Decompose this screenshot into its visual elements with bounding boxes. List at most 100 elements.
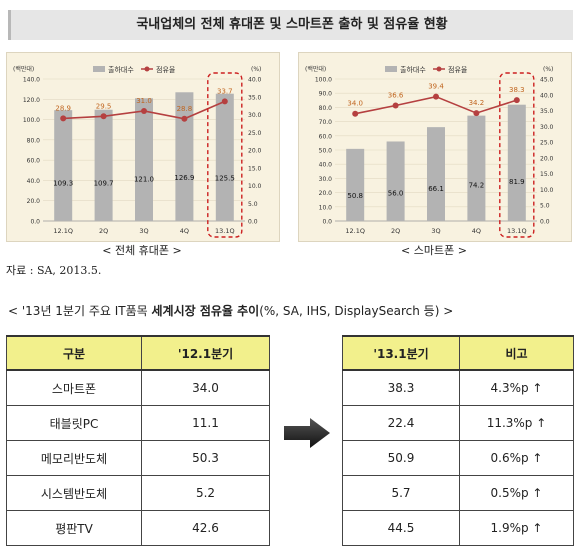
y-tick-label: 60.0: [27, 158, 41, 165]
table-row: 스마트폰 34.0: [6, 369, 270, 406]
bar-value-label: 109.7: [94, 179, 114, 187]
share-point: [221, 98, 228, 105]
share-value-label: 29.5: [96, 102, 112, 110]
share-value-label: 39.4: [428, 83, 444, 91]
x-tick-label: 3Q: [139, 227, 148, 235]
table-row: 5.7 0.5%p ↑: [342, 475, 574, 511]
x-tick-label: 2Q: [391, 227, 400, 235]
legend-bar-label: 출하대수: [108, 65, 134, 74]
share-point: [352, 110, 359, 117]
y-tick-label: 60.0: [319, 133, 333, 140]
bar: [135, 98, 153, 221]
legend-bar-label: 출하대수: [400, 65, 426, 74]
bar: [175, 92, 194, 221]
y-tick-label: 90.0: [319, 91, 333, 98]
share-point: [60, 115, 67, 122]
y2-tick-label: 15.0: [248, 165, 262, 172]
unit-left-label: (백만대): [13, 65, 34, 73]
table-row: 22.4 11.3%p ↑: [342, 405, 574, 441]
chart-total-phones-svg: (백만대) (%) 출하대수 점유율 0.0 20.0 40.0 60.0 80.0 100.0 1…: [13, 65, 262, 238]
y-tick-label: 20.0: [27, 198, 41, 205]
y2-tick-label: 45.0: [540, 77, 554, 84]
y-tick-label: 120.0: [23, 97, 40, 104]
share-value-label: 33.7: [217, 87, 233, 95]
table-row: 태블릿PC 11.1: [6, 405, 270, 441]
bar: [94, 109, 113, 221]
cell-note: 4.3%p ↑: [459, 369, 574, 406]
y2-tick-label: 30.0: [540, 124, 554, 131]
page-title: 국내업체의 전체 휴대폰 및 스마트폰 출하 및 점유율 현황: [8, 10, 573, 40]
unit-right-label: (%): [251, 66, 261, 73]
y-tick-label: 30.0: [319, 176, 333, 183]
y2-tick-label: 30.0: [248, 112, 262, 119]
y-tick-label: 40.0: [319, 162, 333, 169]
cell-2013q1: 50.9: [342, 440, 460, 476]
table-2012q1: 구분 '12.1분기 스마트폰 34.0 태블릿PC 11.1 메모리반도체 50.3 시스…: [6, 335, 270, 546]
y2-tick-label: 5.0: [248, 201, 258, 208]
x-tick-label: 2Q: [99, 227, 108, 235]
chart-smartphones: (백만대) (%) 출하대수 점유율 0.0 10.0 20.0 30.0 40.0 50.0 60…: [298, 52, 572, 242]
cell-note: 0.6%p ↑: [459, 440, 574, 476]
table-row: 메모리반도체 50.3: [6, 440, 270, 476]
cell-2013q1: 44.5: [342, 510, 460, 546]
share-point: [473, 110, 480, 117]
bar: [467, 115, 486, 221]
table-row: 시스템반도체 5.2: [6, 475, 270, 511]
y2-tick-label: 35.0: [248, 94, 262, 101]
bar-value-label: 56.0: [388, 190, 404, 198]
cell-note: 0.5%p ↑: [459, 475, 574, 511]
legend-line-label: 점유율: [156, 66, 176, 74]
x-tick-label: 13.1Q: [507, 227, 527, 235]
cell-2012q1: 50.3: [141, 440, 270, 476]
y-tick-label: 80.0: [319, 105, 333, 112]
y-tick-label: 100.0: [315, 77, 332, 84]
y2-tick-label: 40.0: [248, 77, 262, 84]
share-point: [433, 93, 439, 100]
y-tick-label: 40.0: [27, 178, 41, 185]
header-note: 비고: [459, 335, 574, 371]
x-tick-label: 12.1Q: [345, 227, 365, 235]
y2-tick-label: 10.0: [540, 187, 554, 194]
legend-line-label: 점유율: [448, 66, 468, 74]
bar: [427, 127, 445, 221]
y-tick-label: 100.0: [23, 117, 40, 124]
x-tick-label: 13.1Q: [215, 227, 235, 235]
table-row: 평판TV 42.6: [6, 510, 270, 546]
y-tick-label: 50.0: [319, 148, 333, 155]
y-tick-label: 10.0: [319, 204, 333, 211]
bar-value-label: 121.0: [134, 176, 154, 184]
cell-category: 스마트폰: [6, 369, 142, 406]
cell-2013q1: 5.7: [342, 475, 460, 511]
y2-tick-label: 25.0: [540, 140, 554, 147]
cell-2012q1: 5.2: [141, 475, 270, 511]
unit-left-label: (백만대): [305, 65, 326, 73]
y2-tick-label: 20.0: [248, 148, 262, 155]
subtitle-bold: 세계시장 점유율 추이: [151, 304, 260, 318]
bar-value-label: 74.2: [469, 181, 485, 189]
chart-total-phones: (백만대) (%) 출하대수 점유율 0.0 20.0 40.0 60.0 80.0 100.0 1…: [6, 52, 280, 242]
cell-category: 메모리반도체: [6, 440, 142, 476]
table-row: 50.9 0.6%p ↑: [342, 440, 574, 476]
share-point: [513, 97, 520, 104]
share-point: [181, 115, 188, 122]
bar: [507, 104, 526, 221]
table-row: 38.3 4.3%p ↑: [342, 369, 574, 406]
share-point: [392, 102, 399, 109]
x-tick-label: 3Q: [431, 227, 440, 235]
cell-category: 평판TV: [6, 510, 142, 546]
unit-right-label: (%): [543, 66, 553, 73]
caption-total-phones: < 전체 휴대폰 >: [102, 244, 182, 257]
share-value-label: 28.8: [177, 105, 193, 113]
table-row: 44.5 1.9%p ↑: [342, 510, 574, 546]
subtitle-suffix: (%, SA, IHS, DisplaySearch 등) >: [259, 304, 454, 318]
header-2012q1: '12.1분기: [141, 335, 270, 371]
cell-2012q1: 34.0: [141, 369, 270, 406]
cell-2012q1: 11.1: [141, 405, 270, 441]
highlight-box: [207, 72, 243, 238]
subtitle-prefix: < '13년 1분기 주요 IT품목: [8, 304, 152, 318]
y2-tick-label: 0.0: [540, 219, 550, 226]
bar: [215, 93, 234, 221]
y2-tick-label: 10.0: [248, 183, 262, 190]
share-point: [100, 113, 107, 120]
share-value-label: 36.6: [388, 92, 404, 100]
